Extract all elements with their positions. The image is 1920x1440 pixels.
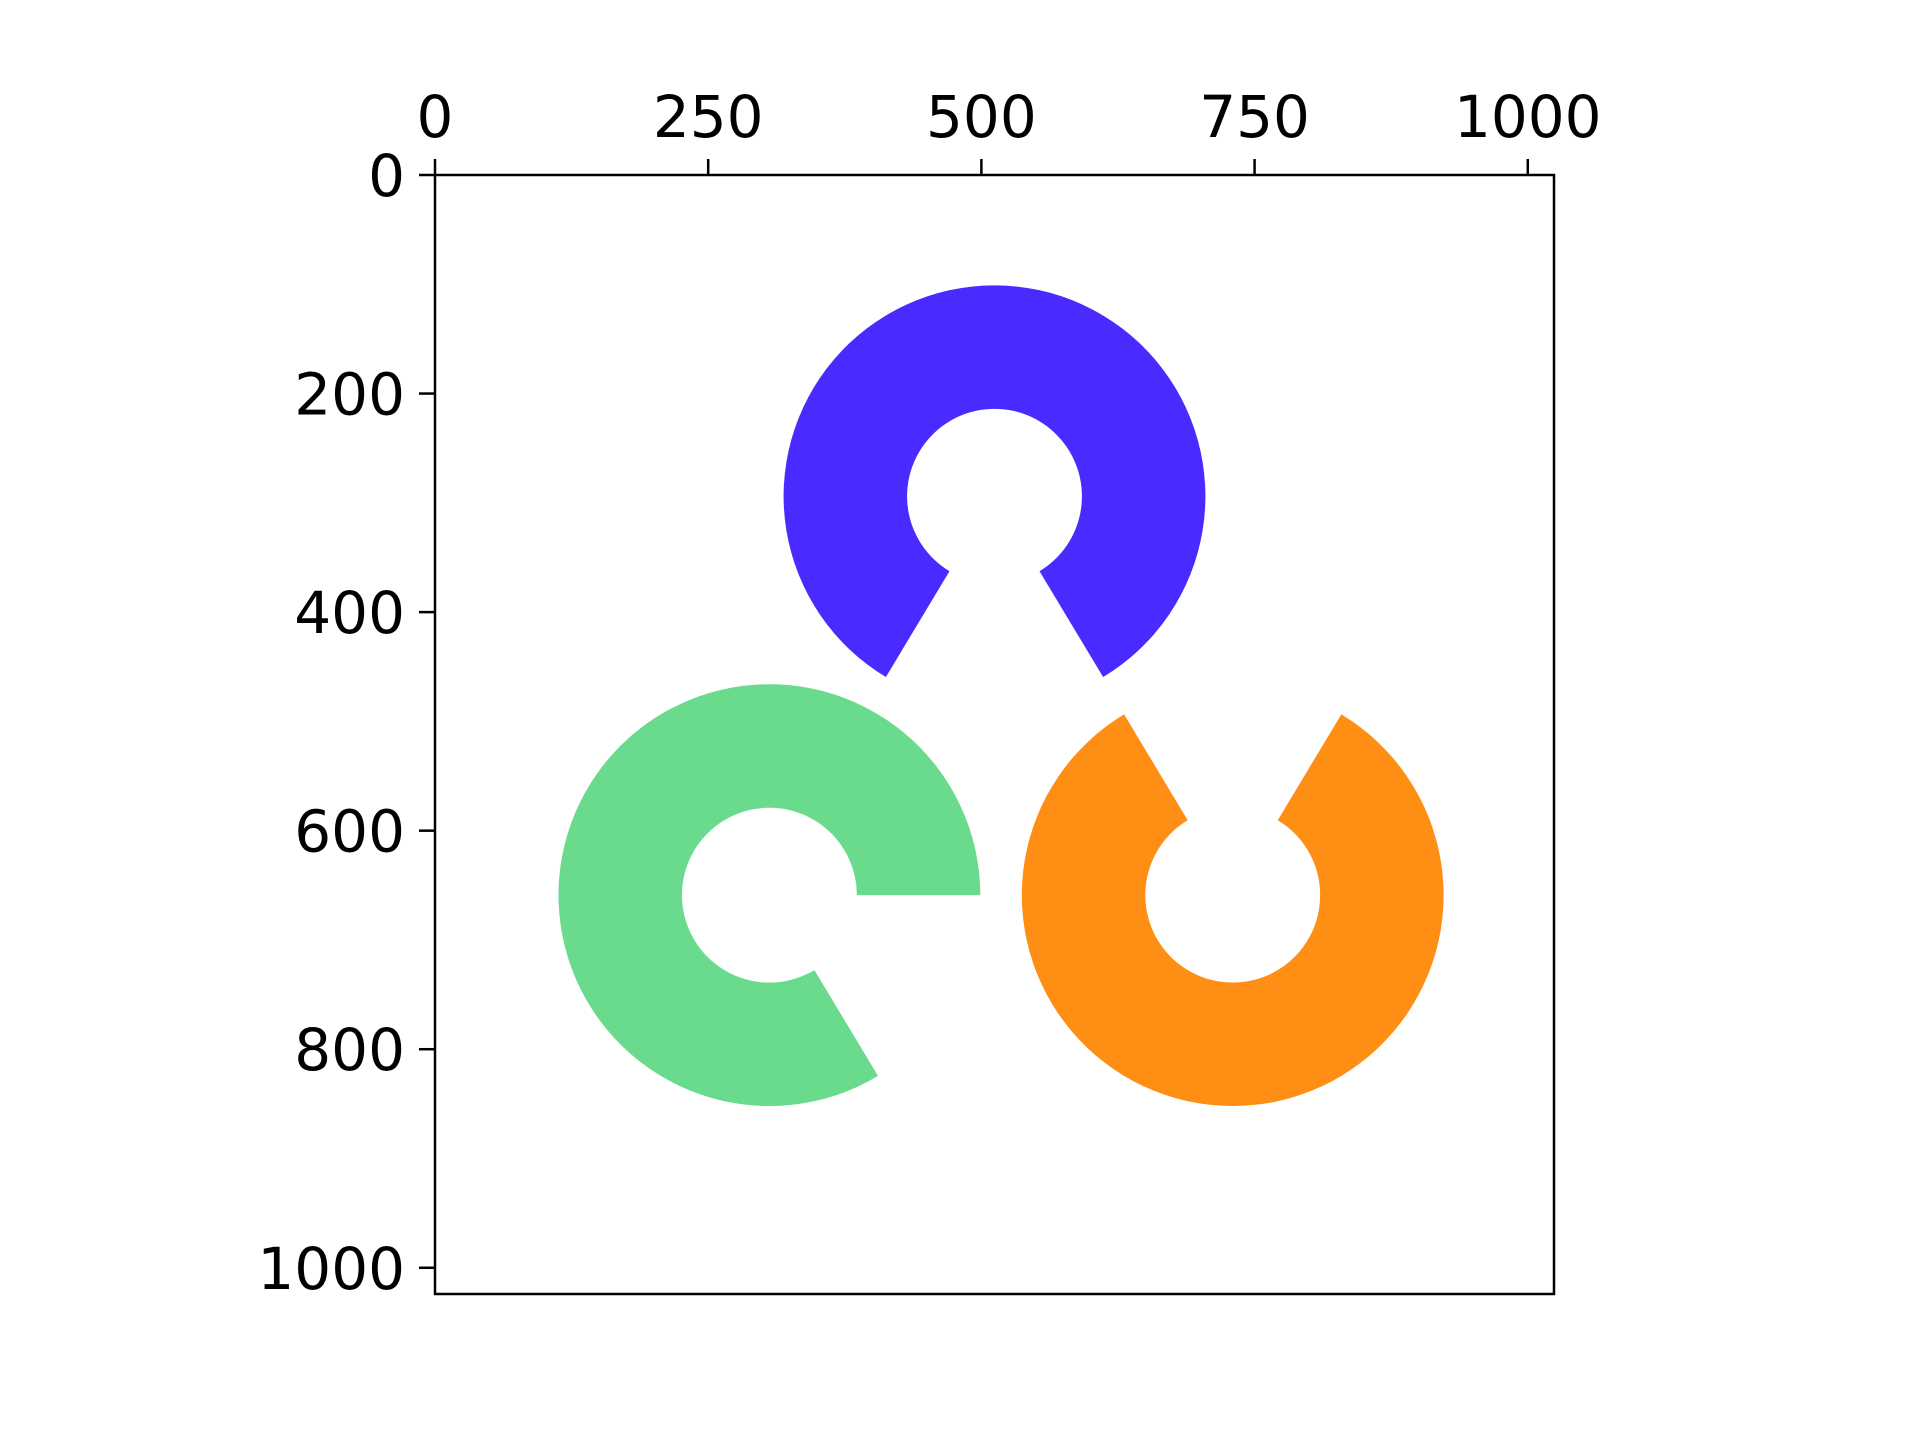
x-tick-label: 750 (1199, 83, 1310, 151)
green-ring (558, 684, 981, 1107)
x-tick-label: 1000 (1454, 83, 1602, 151)
blue-ring (783, 285, 1206, 678)
orange-ring (1021, 714, 1444, 1107)
y-axis-ticks: 0 200 400 600 800 1000 (257, 142, 435, 1303)
axes-frame (433, 173, 1556, 1296)
x-tick-label: 250 (653, 83, 764, 151)
y-tick-label: 0 (368, 142, 405, 210)
x-tick-label: 500 (926, 83, 1037, 151)
plot-area (558, 285, 1444, 1107)
y-tick-label: 200 (294, 361, 405, 429)
x-tick-label: 0 (417, 83, 454, 151)
y-tick-label: 800 (294, 1016, 405, 1084)
x-axis-ticks: 0 250 500 750 1000 (417, 83, 1602, 175)
y-tick-label: 1000 (257, 1235, 405, 1303)
y-tick-label: 400 (294, 579, 405, 647)
y-tick-label: 600 (294, 798, 405, 866)
